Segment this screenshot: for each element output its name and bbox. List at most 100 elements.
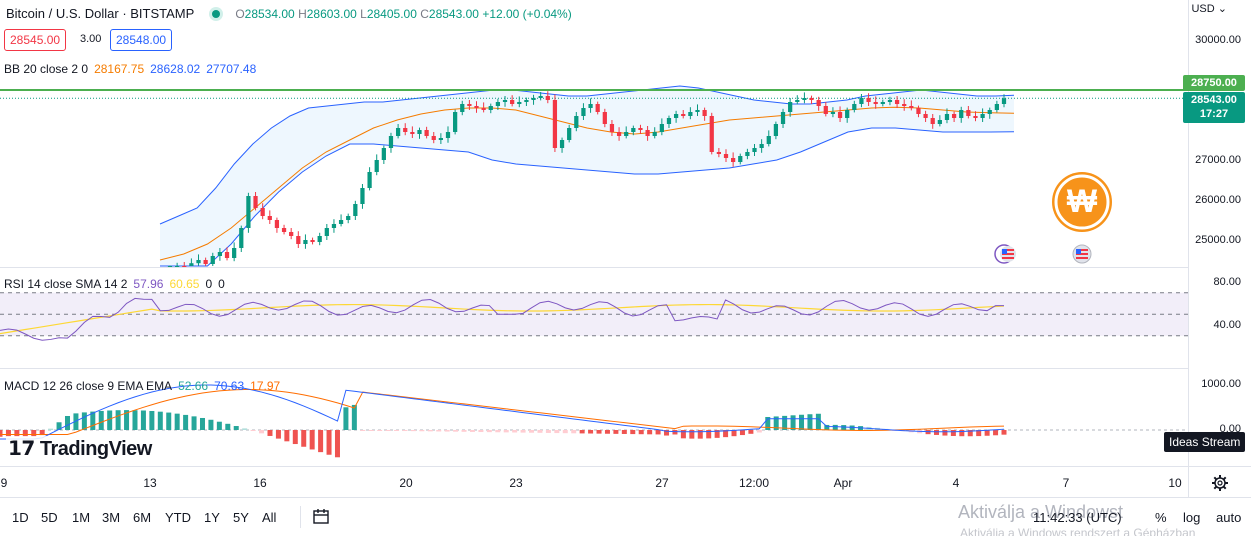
candle-body (574, 116, 579, 128)
macd-histogram-bar (250, 430, 256, 431)
log-toggle[interactable]: log (1183, 510, 1201, 525)
candle-body (837, 112, 843, 118)
timeframe-1m[interactable]: 1M (72, 510, 91, 525)
candle-body (481, 108, 486, 110)
candle-body (438, 138, 443, 140)
candle-body (631, 128, 636, 132)
candle-body (994, 104, 999, 110)
horizontal-line-price-tag[interactable]: 28750.00 (1183, 75, 1245, 91)
candle-body (167, 266, 173, 267)
candle-body (852, 104, 857, 110)
time-axis-border (0, 466, 1251, 467)
chart-settings-gear-icon[interactable] (1211, 474, 1229, 492)
candle-body (830, 112, 836, 114)
macd-legend[interactable]: MACD 12 26 close 9 EMA EMA 52.66 70.63 17.9… (4, 379, 281, 393)
candle-body (716, 152, 721, 154)
candle-body (987, 110, 992, 114)
symbol-title[interactable]: Bitcoin / U.S. Dollar · BITSTAMP (6, 6, 195, 21)
rsi-legend[interactable]: RSI 14 close SMA 14 2 57.96 60.65 0 0 (4, 277, 225, 291)
candle-body (424, 130, 429, 136)
timeframe-3m[interactable]: 3M (102, 510, 121, 525)
candle-body (731, 158, 736, 162)
time-axis-label: 23 (509, 476, 523, 490)
macd-histogram-bar (621, 430, 627, 434)
macd-histogram-bar (242, 428, 248, 430)
macd-histogram-bar (993, 430, 999, 436)
macd-histogram-bar (647, 430, 653, 435)
macd-histogram-bar (976, 430, 982, 437)
macd-histogram-bar (402, 430, 408, 432)
candle-body (845, 110, 850, 118)
macd-histogram-bar (529, 430, 535, 433)
candle-body (303, 240, 308, 244)
timeframe-1y[interactable]: 1Y (204, 510, 220, 525)
candle-body (695, 110, 700, 112)
candle-body (859, 98, 864, 104)
bollinger-band-fill (160, 86, 1014, 266)
candle-body (253, 196, 258, 208)
macd-histogram-bar (292, 430, 298, 445)
bb-legend[interactable]: BB 20 close 2 0 28167.75 28628.02 27707.48 (4, 62, 257, 76)
macd-histogram-bar (739, 430, 745, 436)
timeframe-1d[interactable]: 1D (12, 510, 29, 525)
percent-toggle[interactable]: % (1155, 510, 1167, 525)
currency-selector[interactable]: USD ⌄ (1191, 3, 1227, 15)
candle-body (1001, 98, 1007, 104)
macd-histogram-bar (512, 430, 518, 433)
macd-histogram-bar (554, 430, 560, 434)
bitcoin-logo-icon: ₩ (1052, 172, 1112, 232)
timeframe-ytd[interactable]: YTD (165, 510, 191, 525)
candle-body (189, 263, 194, 266)
candle-body (795, 100, 800, 102)
candle-body (702, 110, 707, 116)
timeframe-5d[interactable]: 5D (41, 510, 58, 525)
date-range-calendar-icon[interactable] (312, 508, 330, 526)
candle-body (445, 132, 451, 138)
chart-header: Bitcoin / U.S. Dollar · BITSTAMP O28534.… (6, 6, 572, 21)
macd-histogram-bar (309, 430, 315, 450)
pane-separator[interactable] (0, 267, 1188, 268)
macd-histogram-bar (571, 430, 577, 434)
macd-histogram-bar (233, 426, 239, 430)
ohlc-high: 28603.00 (306, 7, 357, 21)
candle-body (552, 100, 558, 148)
macd-histogram-bar (942, 430, 948, 436)
pane-separator[interactable] (0, 368, 1188, 369)
buy-button[interactable]: 28548.00 (110, 29, 173, 51)
economic-events[interactable] (994, 243, 1094, 265)
candle-body (609, 124, 615, 132)
timeframe-6m[interactable]: 6M (133, 510, 152, 525)
sell-button[interactable]: 28545.00 (4, 29, 67, 51)
macd-histogram-bar (174, 413, 180, 430)
windows-activation-watermark: Aktiválja a Windowst (958, 502, 1124, 522)
candle-body (866, 98, 871, 102)
candle-body (296, 236, 301, 244)
bar-countdown: 17:27 (1199, 108, 1229, 120)
tradingview-logo[interactable]: 𝟭𝟳 TradingView (6, 436, 154, 461)
macd-histogram-bar (765, 416, 771, 430)
candle-body (652, 132, 657, 136)
macd-axis-label: 1000.00 (1201, 378, 1241, 390)
macd-histogram-bar (0, 430, 3, 437)
bollinger-upper-line (159, 85, 1015, 225)
auto-scale-toggle[interactable]: auto (1216, 510, 1242, 525)
candle-body (880, 102, 885, 104)
ohlc-open: 28534.00 (244, 7, 295, 21)
candle-body (780, 112, 786, 124)
time-axis-label: 20 (399, 476, 413, 490)
macd-histogram-bar (31, 430, 37, 437)
rsi-sma-line (0, 303, 1005, 335)
macd-histogram-bar (419, 430, 425, 432)
timeframe-all[interactable]: All (262, 510, 277, 525)
candle-body (474, 106, 479, 108)
candle-body (196, 260, 201, 264)
chevron-down-icon: ⌄ (1217, 3, 1227, 15)
utc-clock[interactable]: 11:42:33 (UTC) (1033, 510, 1122, 525)
candle-body (203, 260, 208, 264)
macd-histogram-bar (124, 410, 130, 430)
candle-body (281, 228, 287, 232)
timeframe-5y[interactable]: 5Y (233, 510, 249, 525)
ideas-stream-button[interactable]: Ideas Stream (1164, 432, 1246, 452)
macd-histogram-bar (613, 430, 619, 434)
